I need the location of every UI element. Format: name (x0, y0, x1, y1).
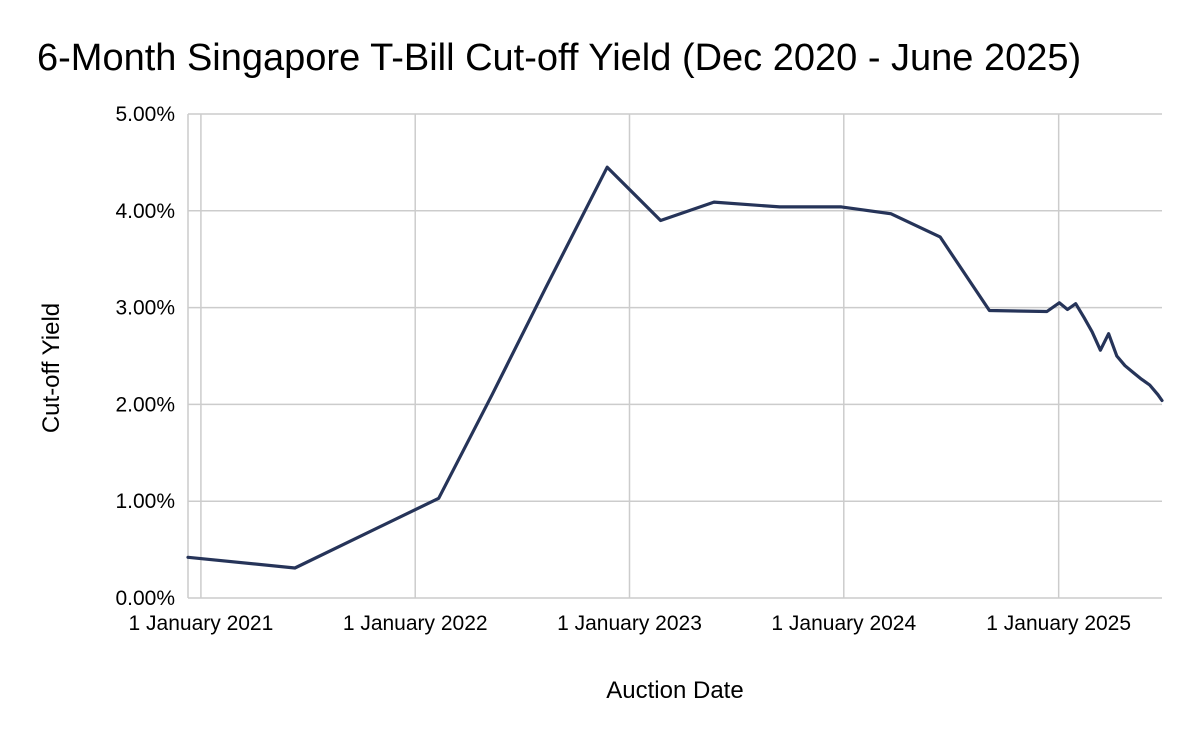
chart-title: 6-Month Singapore T-Bill Cut-off Yield (… (37, 37, 1081, 79)
x-tick-label: 1 January 2021 (129, 612, 274, 635)
y-tick-label: 1.00% (115, 490, 175, 513)
y-tick-label: 2.00% (115, 393, 175, 416)
axis-ticks: 0.00% 1.00% 2.00% 3.00% 4.00% 5.00% 1 January … (115, 103, 1131, 635)
y-tick-label: 5.00% (115, 103, 175, 126)
x-tick-label: 1 January 2022 (343, 612, 488, 635)
series (186, 165, 1164, 570)
gridlines (187, 113, 1162, 599)
x-tick-label: 1 January 2025 (986, 612, 1131, 635)
x-tick-label: 1 January 2024 (771, 612, 916, 635)
y-axis-label: Cut-off Yield (38, 303, 65, 433)
y-tick-label: 4.00% (115, 200, 175, 223)
y-tick-label: 0.00% (115, 587, 175, 610)
y-tick-label: 3.00% (115, 297, 175, 320)
x-tick-label: 1 January 2023 (557, 612, 702, 635)
series-line (186, 165, 1164, 570)
x-axis-label: Auction Date (606, 677, 743, 704)
